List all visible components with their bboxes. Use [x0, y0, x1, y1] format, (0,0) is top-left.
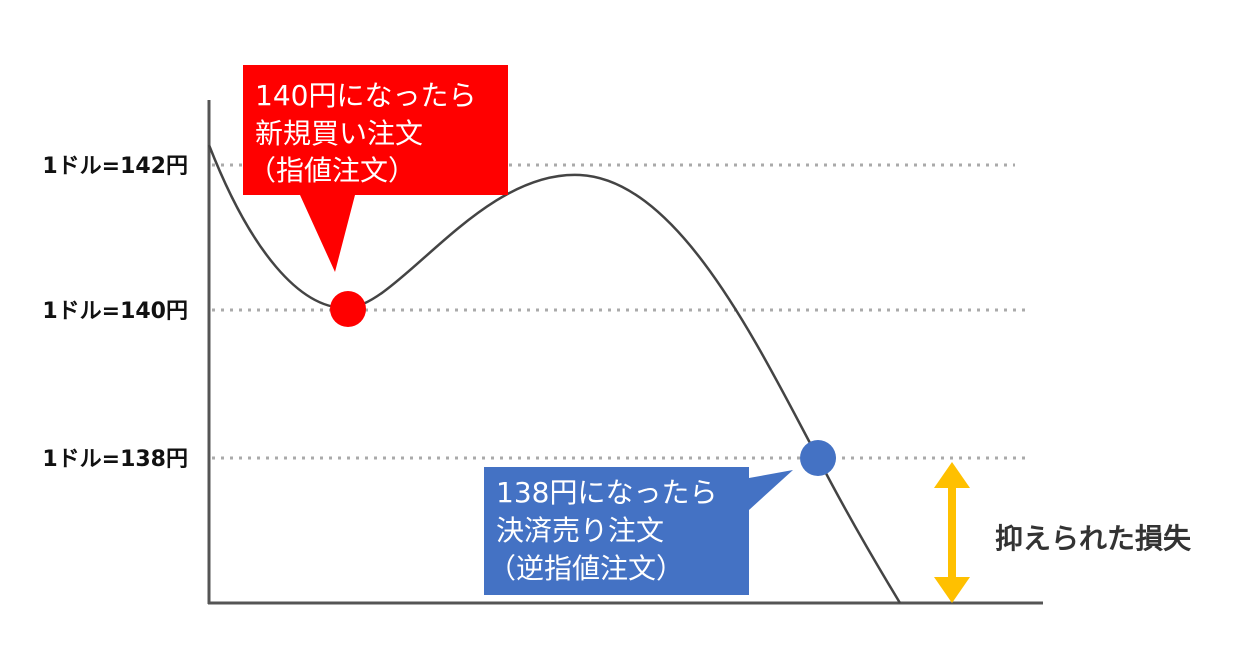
- loss-arrow: [934, 462, 970, 603]
- sell-callout: [484, 467, 793, 595]
- level-label: 1ドル=142円: [42, 154, 188, 179]
- callout-text: （逆指値注文）: [488, 552, 684, 585]
- callout-text: 138円になったら: [496, 476, 717, 509]
- price-curve: [207, 144, 902, 604]
- callout-text: 140円になったら: [255, 79, 476, 112]
- sell-point: [800, 440, 836, 476]
- annotation: 抑えられた損失: [995, 522, 1192, 555]
- callout-text: 決済売り注文: [496, 514, 664, 547]
- level-label: 1ドル=138円: [42, 447, 188, 472]
- buy-point: [330, 291, 366, 327]
- level-label: 1ドル=140円: [42, 299, 188, 324]
- callout-text: （指値注文）: [248, 154, 416, 187]
- buy-callout: [243, 65, 508, 272]
- callout-text: 新規買い注文: [255, 117, 423, 150]
